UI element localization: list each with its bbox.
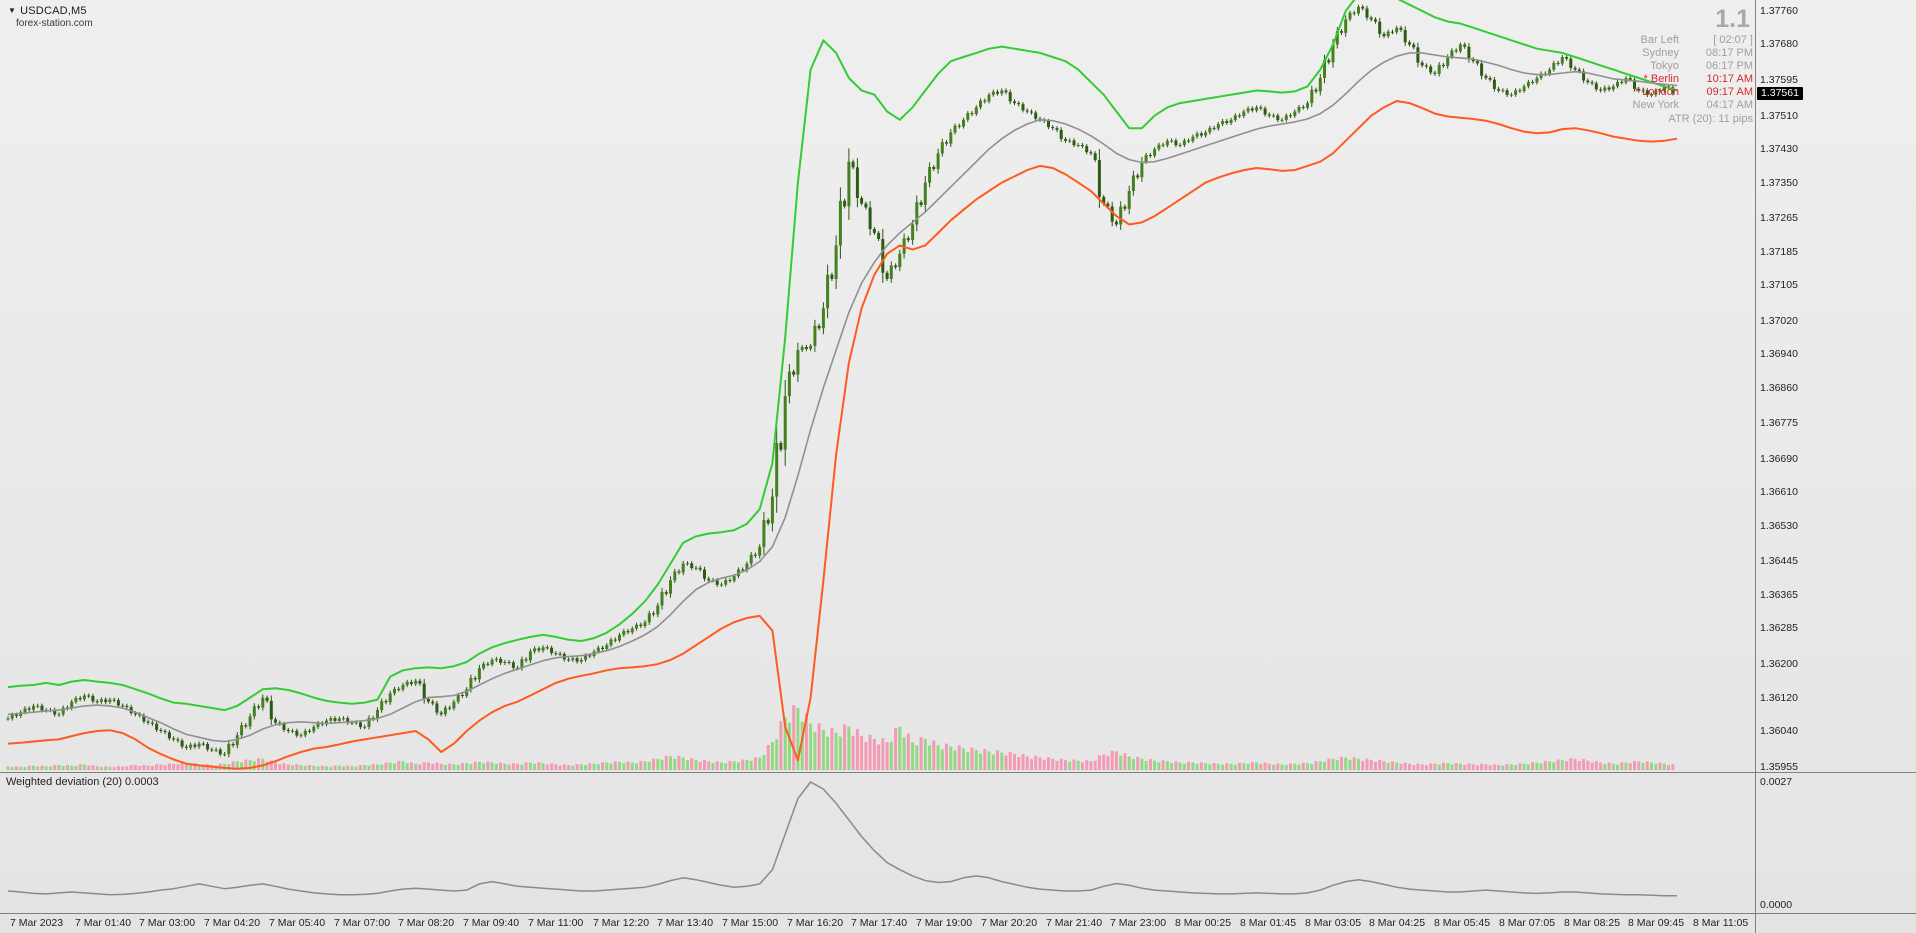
price-tick: 1.37350 <box>1760 177 1798 189</box>
session-info-row: Sydney 08:17 PM <box>1633 47 1753 60</box>
time-label: 7 Mar 09:40 <box>463 917 520 929</box>
session-name: New York <box>1632 99 1679 111</box>
price-tick: 1.37430 <box>1760 143 1798 155</box>
time-label: 8 Mar 03:05 <box>1305 917 1362 929</box>
symbol-block: ▼ USDCAD,M5 forex-station.com <box>8 5 93 29</box>
price-tick: 1.36445 <box>1760 555 1798 567</box>
deviation-tick: 0.0000 <box>1760 899 1793 911</box>
current-price-badge: 1.37561 <box>1757 87 1803 100</box>
time-label: 7 Mar 21:40 <box>1046 917 1103 929</box>
session-name: Tokyo <box>1650 60 1679 72</box>
price-tick: 1.36040 <box>1760 725 1798 737</box>
time-label: 8 Mar 11:05 <box>1693 917 1749 929</box>
price-tick: 1.36530 <box>1760 520 1798 532</box>
watermark-site-label: forex-station.com <box>16 18 93 29</box>
time-label: 7 Mar 16:20 <box>787 917 844 929</box>
time-label: 7 Mar 19:00 <box>916 917 973 929</box>
time-label: 7 Mar 04:20 <box>204 917 261 929</box>
session-name: Sydney <box>1642 47 1679 59</box>
price-tick: 1.36940 <box>1760 348 1798 360</box>
price-tick: 1.35955 <box>1760 761 1798 773</box>
time-label: 7 Mar 2023 <box>10 917 64 929</box>
time-label: 7 Mar 15:00 <box>722 917 779 929</box>
price-tick: 1.36690 <box>1760 453 1798 465</box>
time-label: 7 Mar 05:40 <box>269 917 326 929</box>
session-name: * Berlin <box>1643 73 1679 85</box>
symbol-dropdown-icon[interactable]: ▼ <box>8 6 17 15</box>
volume-layer <box>6 705 1675 770</box>
session-time: 10:17 AM <box>1706 73 1753 85</box>
atr-label: ATR (20): 11 pips <box>1668 113 1753 125</box>
symbol-title[interactable]: ▼ USDCAD,M5 <box>8 5 93 17</box>
session-info-panel: Bar Left [ 02:07 ] Sydney 08:17 PM Tokyo 06:1… <box>1633 34 1753 126</box>
upper-band-line <box>7 0 1678 712</box>
indicator-big-number: 1.1 <box>1715 5 1750 33</box>
session-name: * London <box>1634 86 1679 98</box>
price-tick: 1.36120 <box>1760 692 1798 704</box>
session-info-row: Tokyo 06:17 PM <box>1633 60 1753 73</box>
session-time: [ 02:07 ] <box>1713 34 1753 46</box>
time-axis[interactable]: 7 Mar 2023 7 Mar 01:40 7 Mar 03:00 7 Mar 04… <box>0 914 1916 933</box>
session-time: 04:17 AM <box>1706 99 1753 111</box>
deviation-line <box>7 781 1677 897</box>
session-info-row: New York 04:17 AM <box>1633 99 1753 112</box>
price-tick: 1.36365 <box>1760 589 1798 601</box>
time-label: 7 Mar 17:40 <box>851 917 908 929</box>
price-tick: 1.37680 <box>1760 38 1798 50</box>
session-info-row: * London 09:17 AM <box>1633 86 1753 99</box>
session-time: 09:17 AM <box>1706 86 1753 98</box>
session-info-row: Bar Left [ 02:07 ] <box>1633 34 1753 47</box>
time-label: 7 Mar 01:40 <box>75 917 132 929</box>
price-tick: 1.37265 <box>1760 212 1798 224</box>
time-label: 7 Mar 07:00 <box>334 917 391 929</box>
price-tick: 1.36775 <box>1760 417 1798 429</box>
time-label: 8 Mar 05:45 <box>1434 917 1491 929</box>
session-name: Bar Left <box>1640 34 1679 46</box>
lower-band-line <box>7 100 1678 770</box>
candles-layer <box>6 4 1675 758</box>
price-tick: 1.36610 <box>1760 486 1798 498</box>
price-tick: 1.37760 <box>1760 5 1798 17</box>
price-tick: 1.37020 <box>1760 315 1798 327</box>
time-label: 8 Mar 04:25 <box>1369 917 1426 929</box>
price-axis[interactable]: 1.37561 1.37760 1.37680 1.37595 1.37510 1.37… <box>1756 0 1916 933</box>
time-label: 7 Mar 12:20 <box>593 917 650 929</box>
price-tick: 1.36285 <box>1760 622 1798 634</box>
session-time: 08:17 PM <box>1705 47 1753 59</box>
price-tick: 1.37185 <box>1760 246 1798 258</box>
time-label: 7 Mar 13:40 <box>657 917 714 929</box>
price-tick: 1.37105 <box>1760 279 1798 291</box>
time-label: 7 Mar 03:00 <box>139 917 196 929</box>
deviation-indicator-label: Weighted deviation (20) 0.0003 <box>6 776 159 788</box>
price-tick: 1.37510 <box>1760 110 1798 122</box>
symbol-label: USDCAD,M5 <box>20 5 87 17</box>
price-tick: 1.37595 <box>1760 74 1798 86</box>
time-label: 8 Mar 08:25 <box>1564 917 1621 929</box>
session-time: 06:17 PM <box>1705 60 1753 72</box>
time-label: 7 Mar 11:00 <box>528 917 584 929</box>
session-info-row: * Berlin 10:17 AM <box>1633 73 1753 86</box>
price-tick: 1.36200 <box>1760 658 1798 670</box>
deviation-tick: 0.0027 <box>1760 776 1793 788</box>
time-label: 8 Mar 09:45 <box>1628 917 1685 929</box>
time-label: 8 Mar 07:05 <box>1499 917 1556 929</box>
time-label: 8 Mar 00:25 <box>1175 917 1232 929</box>
price-tick: 1.36860 <box>1760 382 1798 394</box>
median-band-line <box>7 52 1678 743</box>
time-label: 7 Mar 20:20 <box>981 917 1038 929</box>
time-label: 8 Mar 01:45 <box>1240 917 1297 929</box>
time-label: 7 Mar 23:00 <box>1110 917 1167 929</box>
time-label: 7 Mar 08:20 <box>398 917 455 929</box>
